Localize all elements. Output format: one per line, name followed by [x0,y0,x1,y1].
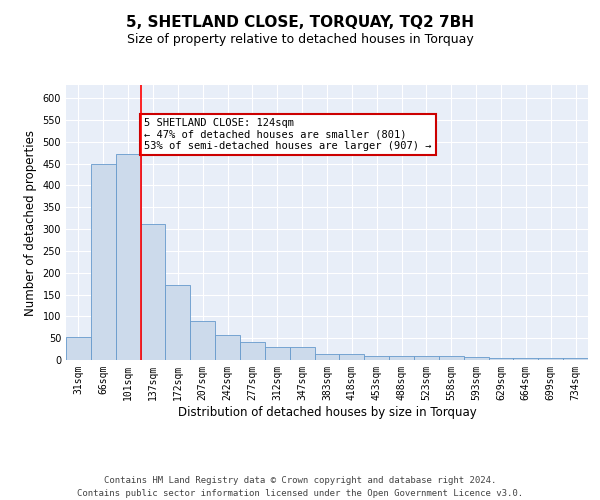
Bar [340,354,364,360]
Bar [215,335,240,360]
Bar [488,358,514,360]
Bar [91,164,116,360]
Bar [240,342,265,360]
Bar [265,348,290,360]
Bar [414,356,439,360]
Bar [514,358,538,360]
Text: Size of property relative to detached houses in Torquay: Size of property relative to detached ho… [127,32,473,46]
Bar [166,285,190,360]
Bar [389,356,414,360]
Bar [140,224,166,360]
Bar [364,356,389,360]
Text: Contains HM Land Registry data © Crown copyright and database right 2024.
Contai: Contains HM Land Registry data © Crown c… [77,476,523,498]
Text: 5, SHETLAND CLOSE, TORQUAY, TQ2 7BH: 5, SHETLAND CLOSE, TORQUAY, TQ2 7BH [126,15,474,30]
Bar [290,348,314,360]
Bar [563,358,588,360]
Bar [190,321,215,360]
Bar [116,154,140,360]
Text: 5 SHETLAND CLOSE: 124sqm
← 47% of detached houses are smaller (801)
53% of semi-: 5 SHETLAND CLOSE: 124sqm ← 47% of detach… [145,118,432,151]
X-axis label: Distribution of detached houses by size in Torquay: Distribution of detached houses by size … [178,406,476,418]
Bar [66,338,91,360]
Bar [464,356,488,360]
Bar [538,358,563,360]
Y-axis label: Number of detached properties: Number of detached properties [24,130,37,316]
Bar [314,354,340,360]
Bar [439,356,464,360]
